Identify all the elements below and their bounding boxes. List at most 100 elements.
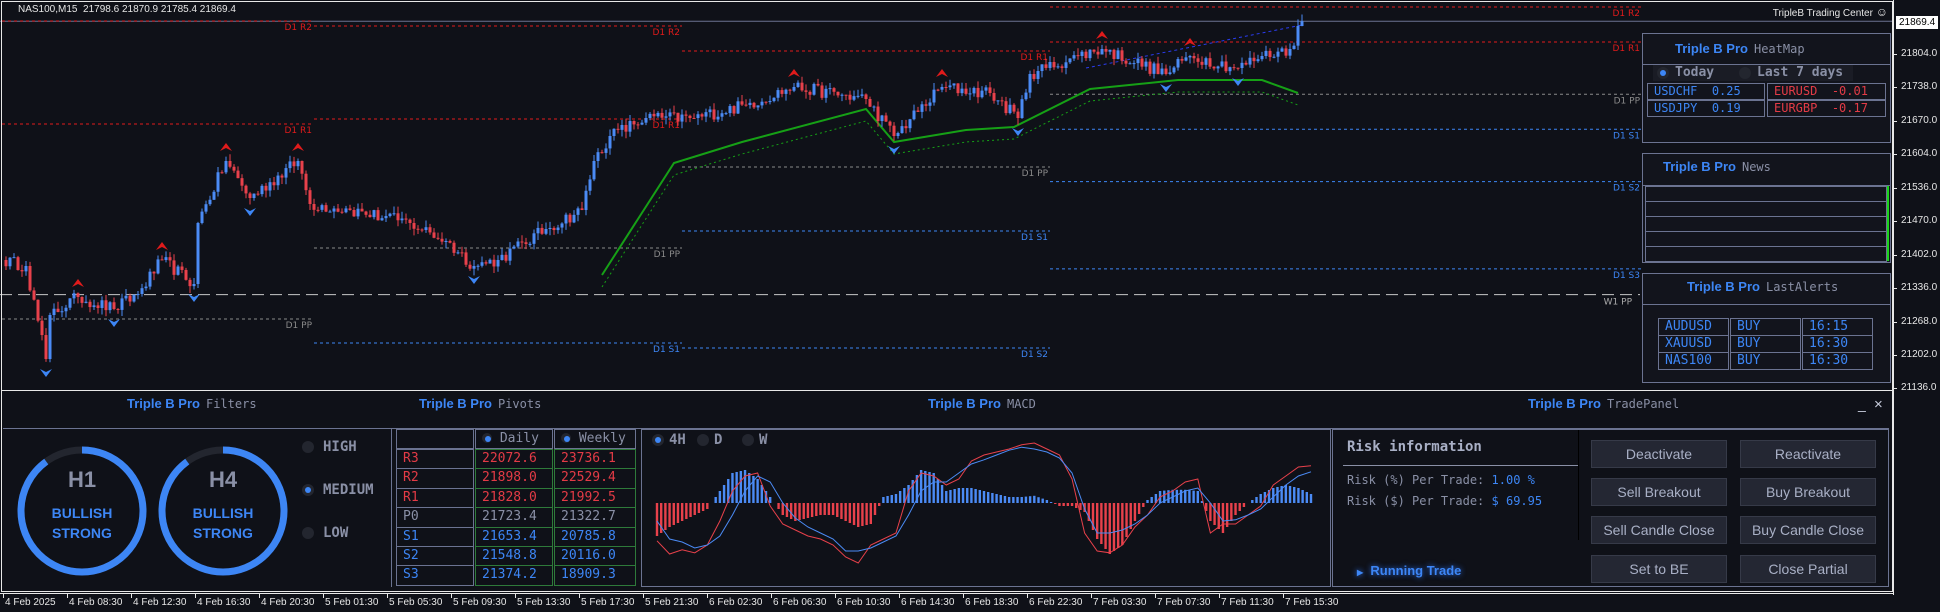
macd-histogram-bar [659, 503, 663, 533]
heatmap-value: -0.17 [1831, 101, 1868, 115]
macd-histogram-bar [869, 503, 873, 524]
candle-body [1100, 49, 1104, 55]
macd-histogram-bar [940, 485, 944, 503]
macd-histogram-bar [932, 473, 935, 503]
macd-histogram-bar [739, 471, 743, 503]
pivots-brand: Triple B Pro [419, 396, 492, 411]
candle-body [1164, 68, 1168, 74]
pivot-value: 21548.8 [475, 546, 553, 567]
radio-today[interactable] [1657, 67, 1669, 79]
macd-timeframe-label[interactable]: 4H [669, 432, 686, 448]
candle-body [236, 170, 240, 179]
macd-histogram-bar [794, 503, 797, 521]
radio-last-7-days-label[interactable]: Last 7 days [1757, 65, 1844, 80]
time-axis-label: 6 Feb 14:30 [901, 597, 955, 608]
pivot-col-radio[interactable] [482, 433, 492, 443]
candle-body [504, 254, 508, 261]
macd-histogram-bar [936, 479, 940, 503]
candle-body [240, 178, 244, 186]
news-panel: Triple B Pro News [1642, 153, 1891, 263]
deactivate-button[interactable]: Deactivate [1591, 440, 1727, 468]
time-axis-label: 4 Feb 16:30 [197, 597, 251, 608]
minimize-button[interactable]: _ [1858, 396, 1866, 412]
news-row[interactable] [1645, 216, 1887, 232]
radio-macd-d[interactable] [697, 434, 709, 446]
candle-body [856, 95, 860, 97]
candle-body [352, 210, 356, 217]
buy-candle-close-button[interactable]: Buy Candle Close [1740, 516, 1876, 544]
close-partial-button[interactable]: Close Partial [1740, 555, 1876, 583]
news-row[interactable] [1645, 201, 1887, 217]
level-label[interactable]: HIGH [323, 439, 357, 455]
macd-histogram-bar [823, 503, 826, 515]
level-label[interactable]: MEDIUM [323, 482, 374, 498]
smiley-icon[interactable]: ☺ [1875, 5, 1888, 19]
candle-body [1196, 58, 1200, 62]
buy-arrow-icon [244, 208, 256, 216]
pivot-label: D1 S2 [1021, 350, 1048, 360]
candle-body [828, 88, 832, 90]
radio-high[interactable] [302, 441, 314, 453]
candle-body [1056, 66, 1060, 68]
running-trade-toggle[interactable]: ▶ Running Trade [1357, 563, 1461, 578]
candle-body [1276, 51, 1280, 57]
trade-brand: Triple B Pro [1528, 396, 1601, 411]
candle-body [1096, 51, 1100, 55]
macd-histogram-bar [1276, 487, 1279, 503]
sell-candle-close-button[interactable]: Sell Candle Close [1591, 516, 1727, 544]
candle-body [936, 89, 940, 91]
radio-medium[interactable] [302, 484, 314, 496]
pivot-label: D1 S2 [1613, 184, 1640, 194]
news-row[interactable] [1645, 231, 1887, 247]
price-chart[interactable]: D1 R2 D1 R1 D1 PP D1 R2 D1 R1 D1 PP D1 S1 D1 R1… [0, 0, 1893, 390]
pivot-col-radio[interactable] [561, 433, 571, 443]
macd-histogram-bar [1028, 496, 1032, 503]
radio-macd-w[interactable] [742, 434, 754, 446]
candle-body [1128, 63, 1132, 65]
reactivate-button[interactable]: Reactivate [1740, 440, 1876, 468]
sell-arrow-icon [1184, 38, 1196, 46]
candle-body [476, 265, 480, 267]
time-tick [1155, 594, 1156, 598]
candle-body [664, 116, 668, 118]
candle-body [720, 113, 724, 117]
macd-timeframe-label[interactable]: W [759, 432, 768, 448]
alert-cell: 16:30 [1802, 352, 1873, 370]
candle-body [1092, 49, 1096, 52]
sell-breakout-button[interactable]: Sell Breakout [1591, 478, 1727, 506]
level-label[interactable]: LOW [323, 525, 349, 541]
candle-body [996, 100, 1000, 102]
macd-histogram-bar [953, 489, 956, 503]
candle-body [1136, 58, 1140, 64]
radio-today-label[interactable]: Today [1675, 65, 1715, 80]
candle-body [280, 175, 284, 178]
news-row[interactable] [1645, 186, 1887, 202]
macd-histogram-bar [1049, 502, 1053, 503]
radio-macd-4h[interactable] [652, 434, 664, 446]
macd-histogram-bar [882, 497, 885, 503]
time-axis-label: 5 Feb 01:30 [325, 597, 379, 608]
news-row[interactable] [1645, 246, 1887, 262]
filters-brand: Triple B Pro [127, 396, 200, 411]
candle-body [616, 128, 620, 130]
news-scrollbar[interactable] [1887, 186, 1889, 261]
macd-histogram-bar [857, 503, 860, 527]
macd-histogram-bar [1066, 503, 1070, 506]
price-axis-label: 21470.0 [1901, 215, 1938, 226]
macd-histogram-bar [1192, 490, 1195, 503]
pivot-col-header[interactable]: Weekly [554, 429, 636, 449]
sell-arrow-icon [936, 69, 948, 77]
macd-timeframe-label[interactable]: D [714, 432, 723, 448]
candle-body [876, 106, 880, 122]
close-button[interactable]: × [1874, 396, 1883, 413]
macd-title-text: MACD [1006, 397, 1036, 411]
pivot-col-header[interactable]: Daily [475, 429, 553, 449]
pivot-value: 20116.0 [554, 546, 636, 567]
buy-breakout-button[interactable]: Buy Breakout [1740, 478, 1876, 506]
radio-low[interactable] [302, 527, 314, 539]
set-to-be-button[interactable]: Set to BE [1591, 555, 1727, 583]
candle-body [1156, 63, 1160, 75]
sell-arrow-icon [156, 242, 168, 250]
radio-last-7-days[interactable] [1739, 67, 1751, 79]
macd-histogram-bar [1108, 503, 1111, 554]
